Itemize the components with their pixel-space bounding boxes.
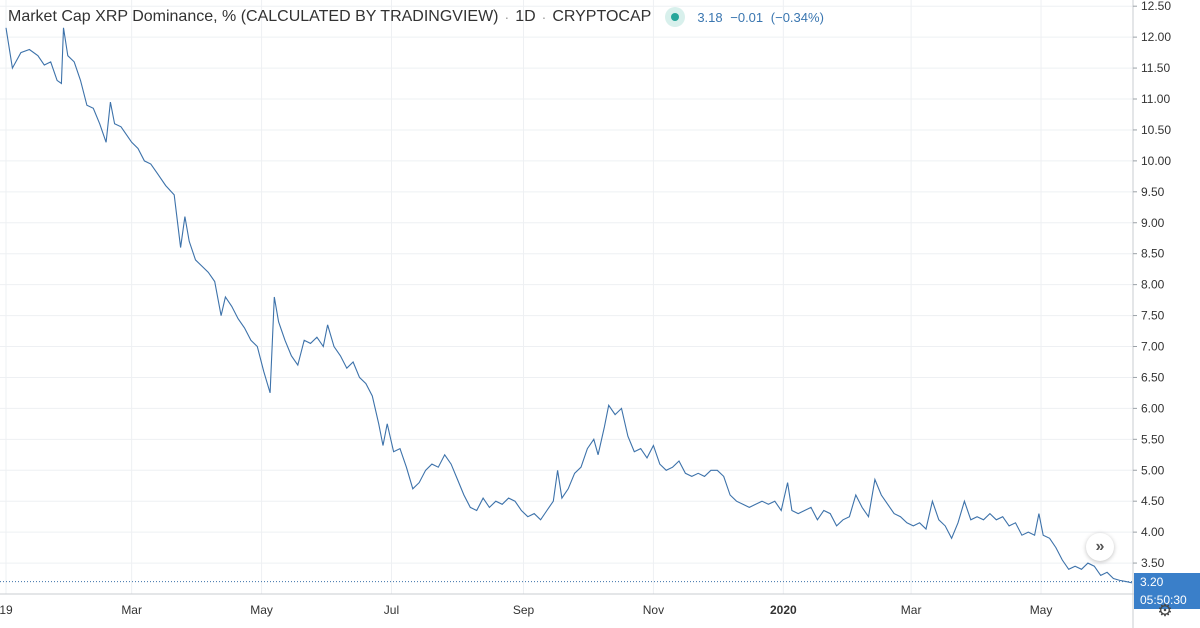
y-tick-label: 7.00 [1141,340,1165,354]
y-tick-label: 5.50 [1141,432,1165,446]
legend-title[interactable]: Market Cap XRP Dominance, % (CALCULATED … [8,8,499,25]
y-tick-label: 6.50 [1141,370,1165,384]
price-axis[interactable]: 3.50 4.00 4.50 5.00 5.50 6.00 6.50 7.00 7.50 8.00… [1133,0,1171,570]
x-tick-label: 19 [0,603,13,617]
legend-change-percent: (−0.34%) [770,9,824,25]
x-tick-label: Nov [643,603,664,617]
y-tick-label: 5.00 [1141,463,1165,477]
y-tick-label: 8.00 [1141,278,1165,292]
y-tick-label: 12.50 [1141,0,1171,13]
y-tick-label: 11.00 [1141,92,1170,106]
y-tick-label: 7.50 [1141,309,1165,323]
y-tick-label: 6.00 [1141,401,1165,415]
countdown-badge: 05:50:30 [1134,590,1200,609]
legend-values: 3.18 −0.01 (−0.34%) [697,10,828,25]
time-axis[interactable]: 19 Mar May Jul Sep Nov 2020 Mar May [0,603,1052,617]
x-tick-label: May [250,603,273,617]
scroll-to-realtime-button[interactable]: » [1086,533,1114,561]
x-tick-label: 2020 [770,603,797,617]
y-tick-label: 9.00 [1141,216,1165,230]
x-tick-label: Sep [513,603,535,617]
legend-separator-dot: · [541,9,547,25]
double-chevron-right-icon: » [1095,538,1105,555]
legend-exchange: CRYPTOCAP [552,8,652,25]
series-line [5,27,1133,584]
chart-legend: Market Cap XRP Dominance, % (CALCULATED … [8,6,828,28]
y-tick-label: 9.50 [1141,185,1165,199]
settings-button[interactable]: ⚙ [1156,601,1174,620]
y-tick-label: 4.00 [1141,525,1165,539]
gear-icon: ⚙ [1157,601,1173,620]
grid [0,0,1133,594]
legend-interval[interactable]: 1D [515,8,536,25]
last-price-badge: 3.20 [1134,572,1200,591]
y-tick-label: 11.50 [1141,61,1170,75]
y-tick-label: 8.50 [1141,247,1165,261]
x-tick-label: Mar [901,603,922,617]
legend-last-value: 3.18 [697,9,723,25]
y-tick-label: 10.50 [1141,123,1171,137]
x-tick-label: May [1030,603,1053,617]
y-tick-label: 10.00 [1141,154,1171,168]
x-tick-label: Mar [121,603,142,617]
y-tick-label: 3.50 [1141,556,1165,570]
y-tick-label: 4.50 [1141,494,1165,508]
legend-separator-dot: · [504,9,510,25]
x-tick-label: Jul [384,603,399,617]
status-dot-icon [665,7,686,27]
y-tick-label: 12.00 [1141,30,1171,44]
legend-change-value: −0.01 [730,9,764,25]
